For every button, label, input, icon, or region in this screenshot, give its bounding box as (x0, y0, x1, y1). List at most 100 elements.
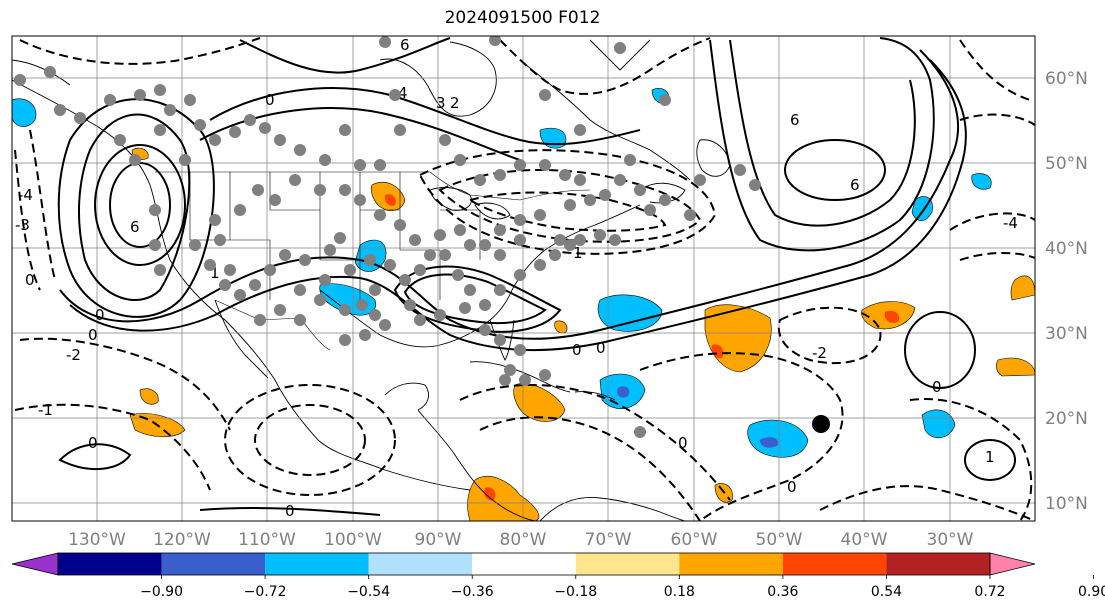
contour-neg-northeast-1 (438, 169, 702, 243)
observation-dot (339, 304, 351, 316)
observation-dot (374, 159, 386, 171)
observation-dot (364, 254, 376, 266)
observation-dot (299, 254, 311, 266)
observation-dot (454, 154, 466, 166)
shade-blue-5b (617, 386, 630, 398)
observation-dot (104, 94, 116, 106)
observation-dot (394, 219, 406, 231)
contour-label-neg1-west: -1 (38, 401, 53, 419)
observation-dot (644, 204, 656, 216)
observation-dot (394, 124, 406, 136)
contour-pos-gulf-loop (393, 265, 562, 333)
coast-south-america (539, 497, 686, 521)
shade-orange-7 (467, 475, 540, 521)
observation-dot (274, 134, 286, 146)
observation-dot (549, 249, 561, 261)
contour-pos-band-2 (69, 59, 967, 352)
observation-dot (574, 174, 586, 186)
lon-label-60w: 60°W (671, 530, 718, 550)
observation-dot (494, 224, 506, 236)
contour-label-6-north: 6 (400, 36, 410, 54)
observation-dot (659, 94, 671, 106)
colorbar-cell (58, 553, 162, 575)
observation-dot (574, 124, 586, 136)
contour-pos-atlantic-high-1 (709, 37, 935, 252)
shade-orange-2b (711, 344, 724, 359)
observation-dot (564, 239, 576, 251)
observation-dot (494, 249, 506, 261)
contour-neg-atlantic-2 (777, 306, 882, 365)
shade-blue-1 (12, 98, 37, 127)
observation-dot (339, 124, 351, 136)
contour-pos-band-1 (59, 49, 959, 340)
coast-baja (214, 299, 269, 379)
colorbar-cell (575, 553, 680, 575)
shade-blue-4 (597, 294, 663, 332)
observation-dot (464, 284, 476, 296)
observation-dot (434, 309, 446, 321)
colorbar-tick-label: 0.54 (871, 584, 902, 600)
longitude-labels: 130°W 120°W 110°W 100°W 90°W 80°W 70°W 6… (68, 530, 974, 550)
observation-dot (439, 134, 451, 146)
chart-title: 2024091500 F012 (444, 8, 601, 28)
observation-dot (54, 104, 66, 116)
contour-label-neg2-atlantic: -2 (812, 344, 827, 362)
contours-negative (14, 37, 1035, 521)
observation-dot (599, 189, 611, 201)
observation-dot (519, 374, 531, 386)
observation-dot (279, 249, 291, 261)
observation-dot (74, 112, 86, 124)
lon-label-110w: 110°W (238, 530, 296, 550)
observation-dot (489, 36, 501, 46)
observation-dot (249, 279, 261, 291)
coast-yucatan (384, 382, 429, 411)
lat-label-60: 60°N (1045, 69, 1088, 89)
observation-dot (494, 284, 506, 296)
contour-neg-pacific-1 (19, 337, 231, 431)
contour-label-neg3-west: -3 (15, 216, 30, 234)
observation-dot (214, 234, 226, 246)
observation-dot (594, 229, 606, 241)
shade-orange-1b (384, 194, 396, 206)
lon-label-30w: 30°W (927, 530, 974, 550)
observation-dot (379, 319, 391, 331)
observation-dot (264, 264, 276, 276)
contour-label-0-west-c: 0 (25, 271, 35, 289)
contour-neg-atlantic-1 (639, 352, 844, 521)
observation-dot (494, 334, 506, 346)
observation-dot (514, 344, 526, 356)
contour-pos-north (239, 37, 451, 74)
shade-orange-8 (996, 357, 1035, 377)
observation-dot (504, 364, 516, 376)
observation-dot (114, 134, 126, 146)
observation-dot (534, 209, 546, 221)
contour-label-4: 4 (398, 84, 408, 102)
observation-dot (294, 284, 306, 296)
colorbar-cell (161, 553, 266, 575)
observation-dot (209, 134, 221, 146)
contour-labels: 4 3 2 0 6 6 6 6 1 0 0 -2 -1 0 0 0 1 -2 -… (15, 36, 1018, 520)
contour-neg-caribbean-1 (459, 384, 731, 501)
shade-blue-11 (971, 173, 992, 190)
observation-markers (14, 36, 761, 438)
observation-dot (539, 89, 551, 101)
observation-dot (514, 214, 526, 226)
contour-neg-north-1 (19, 37, 261, 65)
observation-dot (614, 174, 626, 186)
observation-dot (452, 269, 464, 281)
observation-dot (234, 289, 246, 301)
observation-dot (209, 214, 221, 226)
observation-dot (324, 244, 336, 256)
contour-neg-east-3 (959, 113, 1035, 126)
border-us-canada (155, 171, 591, 201)
lon-label-90w: 90°W (415, 530, 462, 550)
observation-dot (614, 42, 626, 54)
contour-label-1-east: 1 (573, 244, 583, 262)
contour-neg-north-2 (499, 37, 711, 95)
contour-label-2: 2 (450, 94, 460, 112)
colorbar-cell (472, 553, 576, 575)
lat-label-10: 10°N (1045, 494, 1088, 514)
colorbar-tick-label: −0.90 (140, 584, 183, 600)
contour-neg-mexico-2 (224, 384, 396, 496)
observation-dot (514, 159, 526, 171)
